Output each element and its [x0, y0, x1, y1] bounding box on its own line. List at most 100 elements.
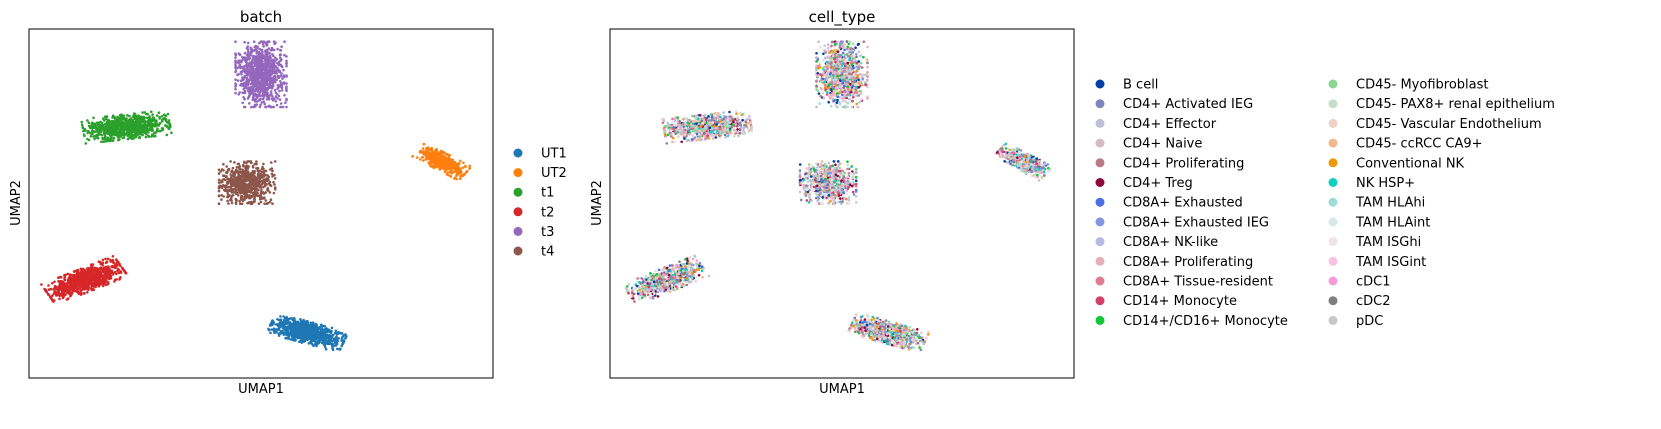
data-point: [140, 124, 144, 127]
data-point: [95, 275, 99, 279]
data-point: [130, 122, 133, 126]
data-point: [261, 50, 264, 54]
data-point: [249, 161, 253, 164]
data-point: [139, 121, 143, 124]
data-point: [220, 198, 223, 201]
data-point: [428, 158, 432, 161]
data-point: [100, 274, 103, 278]
data-point: [290, 317, 294, 320]
data-point: [106, 257, 110, 261]
data-point: [263, 72, 267, 75]
data-point: [267, 68, 271, 72]
data-point: [124, 117, 128, 121]
data-point: [103, 274, 107, 278]
data-point: [158, 122, 162, 125]
data-point: [243, 182, 247, 186]
data-point: [116, 117, 120, 120]
data-point: [124, 272, 128, 275]
data-point: [241, 168, 244, 172]
data-point: [339, 347, 342, 351]
data-point: [119, 123, 123, 127]
data-point: [247, 184, 250, 188]
data-point: [432, 166, 435, 169]
data-point: [296, 336, 300, 340]
data-point: [136, 133, 139, 137]
data-point: [331, 342, 334, 345]
data-point: [418, 158, 422, 161]
data-point: [85, 267, 89, 271]
data-point: [74, 269, 77, 273]
data-point: [269, 56, 272, 60]
data-point: [308, 332, 312, 335]
data-point: [328, 337, 332, 340]
data-point: [222, 162, 225, 166]
data-point: [255, 103, 259, 106]
data-point: [236, 66, 240, 70]
data-point: [224, 186, 227, 189]
data-point: [445, 162, 448, 165]
data-point: [228, 185, 232, 189]
data-point: [101, 136, 104, 140]
data-point: [112, 131, 116, 134]
data-point: [430, 149, 434, 152]
data-point: [152, 123, 155, 126]
data-point: [67, 290, 71, 294]
data-point: [273, 183, 276, 186]
data-point: [170, 131, 173, 134]
data-point: [341, 342, 345, 345]
data-point: [411, 155, 415, 158]
data-point: [274, 100, 278, 103]
data-point: [309, 334, 312, 338]
data-point: [229, 189, 233, 193]
data-point: [269, 198, 273, 201]
data-point: [163, 124, 167, 127]
data-point: [421, 147, 425, 150]
legend-label: UT1: [541, 147, 567, 162]
data-point: [323, 343, 327, 347]
data-point: [87, 279, 90, 282]
data-point: [278, 69, 282, 73]
data-point: [234, 91, 237, 95]
data-point: [278, 98, 282, 101]
data-point: [257, 181, 260, 185]
data-point: [86, 119, 89, 122]
data-point: [431, 156, 435, 159]
data-point: [261, 165, 264, 169]
data-point: [166, 112, 170, 116]
data-point: [92, 122, 96, 126]
data-point: [158, 117, 161, 120]
data-point: [92, 116, 95, 120]
data-point: [242, 57, 245, 60]
data-point: [264, 49, 267, 52]
data-point: [235, 188, 238, 192]
data-point: [112, 122, 115, 126]
data-point: [162, 117, 166, 121]
data-point: [53, 286, 56, 290]
data-point: [260, 70, 264, 74]
data-point: [318, 327, 321, 331]
data-point: [436, 151, 439, 155]
data-point: [154, 134, 157, 138]
legend-label: t1: [541, 186, 554, 201]
data-point: [243, 51, 247, 55]
data-point: [304, 327, 308, 331]
data-point: [246, 167, 250, 170]
data-point: [248, 91, 251, 95]
data-point: [267, 189, 270, 192]
data-point: [296, 329, 300, 332]
data-point: [273, 88, 277, 92]
data-point: [272, 97, 276, 100]
data-point: [269, 331, 272, 335]
data-point: [273, 187, 277, 191]
data-point: [107, 127, 110, 130]
data-point: [271, 202, 274, 205]
data-point: [99, 266, 103, 270]
data-point: [238, 91, 241, 94]
legend-marker: [513, 168, 523, 178]
data-point: [76, 291, 80, 295]
data-point: [231, 166, 235, 170]
data-point: [230, 201, 234, 205]
data-point: [273, 78, 276, 81]
data-point: [249, 46, 253, 50]
